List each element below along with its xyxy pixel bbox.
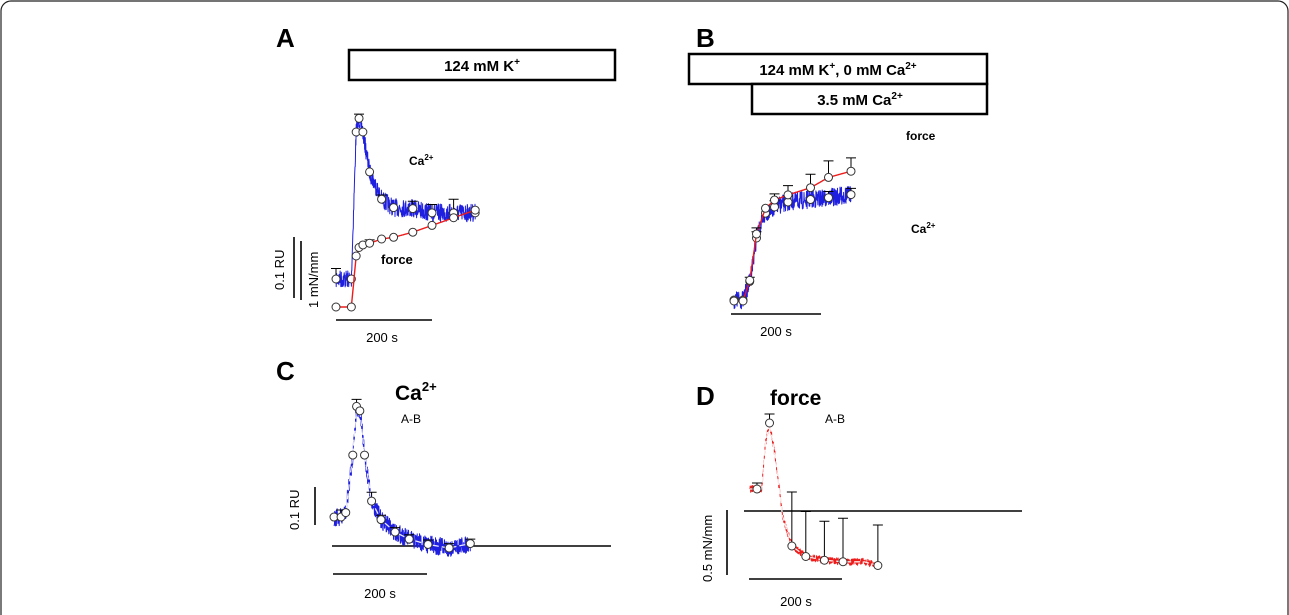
subtitle-ab-d: A-B [825,412,845,426]
time-scale-b: 200 s [760,324,792,339]
trace-d-force [749,422,879,570]
scale-bars-a: 0.1 RU 1 mN/mm 200 s [272,237,432,345]
data-point-b [761,203,770,213]
data-point-a [365,167,375,177]
data-point-a [377,194,387,204]
data-point-a [331,302,341,312]
label-ca-b: Ca2+ [911,221,936,236]
data-point-a [389,232,399,242]
data-point-c [376,515,386,525]
error-bar [872,524,883,566]
data-point-a [470,205,480,215]
mean-fit-d [750,422,879,567]
data-point-a [449,213,459,223]
svg-text:124 mM K+, 0 mM Ca2+: 124 mM K+, 0 mM Ca2+ [759,61,916,79]
panel-letter-a: A [276,23,295,53]
data-point-c [444,543,454,553]
error-bar [838,517,848,562]
data-point-b [806,195,815,205]
scale-mn-d: 0.5 mN/mm [700,515,715,582]
data-point-b [824,193,833,203]
data-point-a [377,234,387,244]
data-point-a [427,208,437,218]
data-point-d [765,418,775,428]
data-point-a [389,203,399,213]
svg-text:124 mM K+: 124 mM K+ [444,57,520,75]
data-point-d [873,561,883,570]
svg-text:3.5 mM Ca2+: 3.5 mM Ca2+ [817,91,903,109]
data-point-c [404,534,414,544]
error-bar [786,491,797,546]
data-point-b [752,229,761,239]
stimulus-bar-b2: 3.5 mM Ca2+ [750,82,989,116]
data-point-c [465,539,475,549]
data-point-b [745,275,755,285]
stimulus-bar-a: 124 mM K+ [347,48,617,82]
label-ca-a: Ca2+ [409,153,434,168]
time-scale-c: 200 s [364,586,396,601]
data-point-b [783,190,793,200]
time-scale-d: 200 s [780,594,812,609]
data-point-a [365,238,375,248]
data-point-a [408,204,418,214]
data-point-d [801,552,811,561]
data-point-a [351,251,361,261]
data-point-a [354,113,364,123]
bar-a-text: 124 mM K [444,58,514,75]
data-point-b [806,183,815,193]
data-point-c [423,539,433,549]
subtitle-ab-c: A-B [401,412,421,426]
data-point-c [367,496,377,506]
plot-panel-c [329,398,476,557]
data-point-d [819,555,829,565]
scale-ru-c: 0.1 RU [287,490,302,530]
data-point-a [331,274,341,284]
label-force-a: force [381,252,413,267]
data-point-b [846,166,856,176]
data-point-c [355,406,365,416]
data-point-a [346,302,356,312]
data-point-b [824,172,833,182]
stimulus-bar-b1: 124 mM K+, 0 mM Ca2+ [687,52,989,86]
label-force-b: force [906,129,936,143]
scale-mn-a: 1 mN/mm [306,252,321,308]
scale-bars-b: 200 s [731,313,821,339]
data-point-c [341,508,351,518]
title-ca-c: Ca2+ [395,379,437,405]
data-point-a [427,220,437,230]
error-bar [819,520,830,561]
data-point-b [770,195,779,205]
data-point-d [787,541,797,551]
panel-letter-c: C [276,356,295,386]
error-bar [800,511,811,557]
plot-panel-a [331,113,480,312]
data-point-a [358,127,368,137]
data-point-c [360,450,370,460]
data-point-a [408,227,418,237]
data-point-d [752,484,762,494]
scale-ru-a: 0.1 RU [272,250,287,290]
plot-panel-d [749,413,883,570]
panel-letter-b: B [696,23,715,53]
data-point-c [390,527,400,537]
scale-bars-d: 0.5 mN/mm 200 s [700,510,1022,609]
time-scale-a: 200 s [366,330,398,345]
plot-panel-b [729,157,856,310]
data-point-b [729,296,739,306]
data-point-b [846,190,856,200]
data-point-b [738,296,748,306]
panel-letter-d: D [696,381,715,411]
data-point-c [348,450,358,460]
title-force-d: force [770,387,821,410]
data-point-d [838,557,848,567]
